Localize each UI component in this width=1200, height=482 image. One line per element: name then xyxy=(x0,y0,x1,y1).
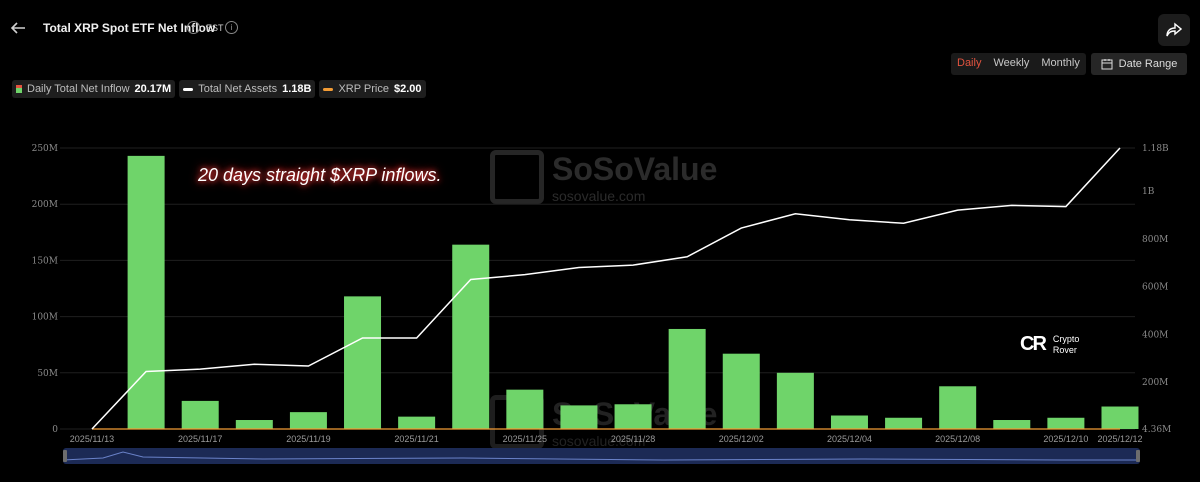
x-tick-label: 2025/12/12 xyxy=(1097,434,1142,444)
interval-toggle: Daily Weekly Monthly xyxy=(951,53,1086,75)
date-range-label: Date Range xyxy=(1118,58,1178,70)
line-swatch-icon xyxy=(183,87,194,91)
toggle-daily[interactable]: Daily xyxy=(957,57,982,69)
inflow-bar xyxy=(289,412,327,429)
x-tick-label: 2025/11/13 xyxy=(70,434,114,444)
price-swatch-icon xyxy=(323,87,334,91)
badge-line1: Crypto xyxy=(1052,333,1080,344)
x-tick-label: 2025/12/08 xyxy=(935,434,980,444)
crypto-rover-logo: CR xyxy=(1020,333,1047,355)
sosovalue-logo-icon xyxy=(490,150,544,204)
scroller-handle-left[interactable] xyxy=(63,450,67,462)
legend-item-xrp-price[interactable]: XRP Price $2.00 xyxy=(319,80,426,98)
legend-item-net-assets[interactable]: Total Net Assets 1.18B xyxy=(179,80,316,98)
calendar-icon xyxy=(1101,59,1113,70)
inflow-bar xyxy=(885,417,923,429)
chart-annotation: 20 days straight $XRP inflows. xyxy=(198,165,442,185)
inflow-bar xyxy=(398,416,436,429)
x-tick-label: 2025/12/02 xyxy=(719,434,764,444)
x-tick-label: 2025/11/17 xyxy=(178,434,222,444)
x-tick-label: 2025/11/28 xyxy=(611,434,655,444)
right-tick-label: 400M xyxy=(1142,330,1168,340)
page-title: Total XRP Spot ETF Net Inflow xyxy=(43,21,216,35)
inflow-bar xyxy=(776,372,814,429)
bar-swatch-icon xyxy=(16,85,22,93)
inflow-bar xyxy=(668,328,706,429)
right-tick-label: 800M xyxy=(1142,235,1168,245)
watermark-url: sosovalue.com xyxy=(552,187,646,204)
left-tick-label: 150M xyxy=(32,256,58,266)
back-arrow-icon[interactable] xyxy=(10,20,28,38)
inflow-bar xyxy=(452,244,490,429)
inflow-bar xyxy=(506,389,544,429)
watermark-url: sosovalue.com xyxy=(552,432,646,449)
share-button[interactable] xyxy=(1158,14,1190,46)
inflow-bar xyxy=(614,404,652,429)
badge-line2: Rover xyxy=(1052,344,1077,355)
watermark: SoSoValue sosovalue.com xyxy=(490,150,717,204)
inflow-bar xyxy=(235,420,273,429)
inflow-bar xyxy=(722,353,760,429)
toggle-monthly[interactable]: Monthly xyxy=(1041,57,1080,69)
watermark-brand: SoSoValue xyxy=(552,150,718,187)
inflow-bar xyxy=(1101,406,1139,429)
inflow-bar xyxy=(344,296,382,429)
x-tick-label: 2025/12/10 xyxy=(1043,434,1088,444)
share-icon xyxy=(1166,22,1182,37)
timezone-info-icon[interactable]: i xyxy=(225,21,238,34)
legend-item-inflow[interactable]: Daily Total Net Inflow 20.17M xyxy=(12,80,176,98)
legend-value: 20.17M xyxy=(134,83,172,95)
left-tick-label: 100M xyxy=(32,313,58,323)
x-tick-label: 2025/11/25 xyxy=(503,434,547,444)
toggle-weekly[interactable]: Weekly xyxy=(993,57,1030,69)
scroller-sparkline xyxy=(63,451,1140,461)
left-tick-label: 50M xyxy=(37,369,58,379)
range-scroller[interactable] xyxy=(63,448,1140,464)
legend-value: $2.00 xyxy=(394,83,422,95)
x-tick-label: 2025/11/19 xyxy=(286,434,330,444)
right-tick-label: 1.18B xyxy=(1142,144,1169,154)
right-tick-label: 200M xyxy=(1142,378,1168,388)
inflow-bar xyxy=(560,405,598,429)
x-tick-label: 2025/12/04 xyxy=(827,434,872,444)
inflow-bar xyxy=(181,400,219,429)
left-tick-label: 0 xyxy=(52,425,58,435)
legend: Daily Total Net Inflow 20.17M Total Net … xyxy=(12,80,426,98)
left-tick-label: 200M xyxy=(32,200,58,210)
crypto-rover-badge: CR Crypto Rover xyxy=(1020,333,1079,356)
x-tick-label: 2025/11/21 xyxy=(394,434,438,444)
info-icon[interactable]: i xyxy=(187,21,200,34)
left-tick-label: 250M xyxy=(32,144,58,154)
scroller-handle-right[interactable] xyxy=(1136,450,1140,462)
date-range-button[interactable]: Date Range xyxy=(1091,53,1187,75)
timezone-label: EST xyxy=(206,23,224,33)
right-tick-label: 1B xyxy=(1142,187,1155,197)
legend-value: 1.18B xyxy=(282,83,312,95)
inflow-bar xyxy=(1047,417,1085,429)
inflow-bar xyxy=(993,420,1031,429)
inflow-bar xyxy=(939,386,977,429)
legend-label: Total Net Assets xyxy=(198,83,278,95)
inflow-bar xyxy=(830,415,868,429)
right-tick-label: 4.36M xyxy=(1142,425,1171,435)
net-assets-line xyxy=(91,147,1121,430)
right-tick-label: 600M xyxy=(1142,283,1168,293)
legend-label: XRP Price xyxy=(338,83,389,95)
legend-label: Daily Total Net Inflow xyxy=(27,83,130,95)
top-bar: Total XRP Spot ETF Net Inflow i EST i xyxy=(0,0,1200,58)
inflow-bar xyxy=(127,155,165,430)
chart: 0 50M 100M 150M 200M 250M 4.36M 200M 400M 600M 800… xyxy=(32,144,1172,444)
